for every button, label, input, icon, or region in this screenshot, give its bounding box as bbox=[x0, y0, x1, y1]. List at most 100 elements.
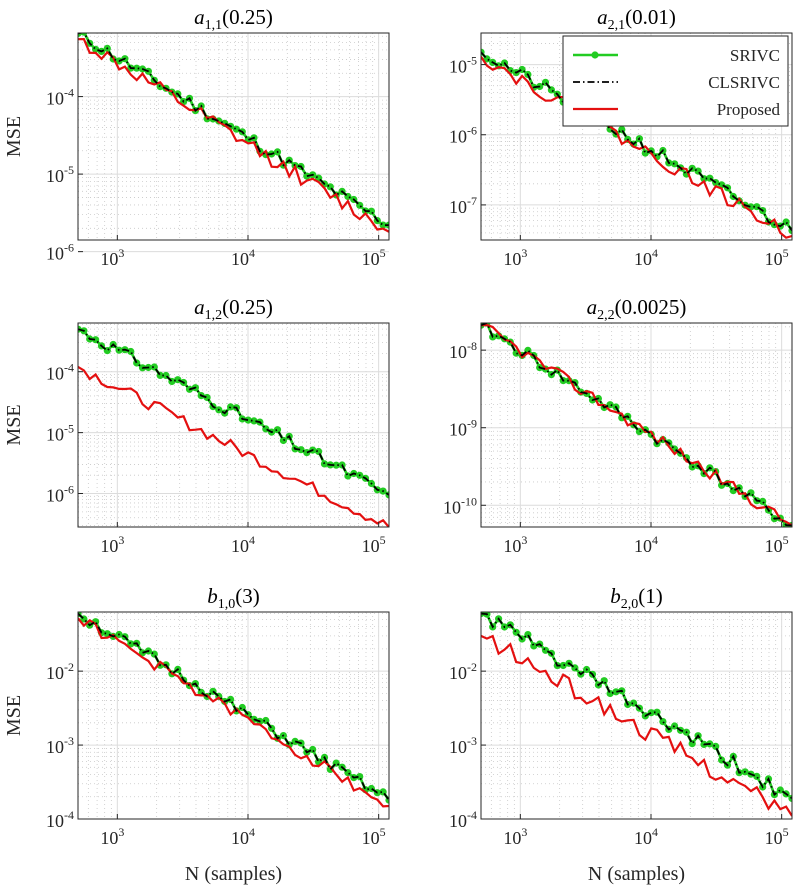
x-axis-label: N (samples) bbox=[185, 863, 282, 885]
series-srivc-marker bbox=[244, 416, 252, 424]
chart-title: a1,2(0.25) bbox=[194, 295, 273, 323]
y-tick-label: 10-9 bbox=[449, 417, 477, 440]
y-tick-label: 10-5 bbox=[449, 54, 477, 77]
series-srivc-marker bbox=[80, 33, 88, 36]
series-srivc-marker bbox=[559, 661, 567, 670]
y-tick-label: 10-3 bbox=[449, 734, 477, 757]
series-srivc-marker bbox=[612, 688, 620, 696]
axes-box bbox=[77, 611, 390, 820]
series-clsrivc-line bbox=[481, 612, 792, 800]
x-tick-label: 105 bbox=[765, 533, 789, 556]
series-srivc-marker bbox=[320, 460, 329, 468]
x-tick-label: 104 bbox=[231, 246, 255, 269]
y-tick-label: 10-4 bbox=[46, 86, 74, 109]
y-axis-label: MSE bbox=[3, 695, 25, 736]
x-tick-label: 104 bbox=[634, 246, 658, 269]
chart-panel-4: 103 104 105 10-10 10-9 10-8 a2,2(0.0025) bbox=[443, 295, 793, 556]
x-tick-label: 103 bbox=[100, 825, 124, 848]
x-tick-label: 103 bbox=[503, 246, 527, 269]
y-tick-label: 10-10 bbox=[443, 494, 477, 517]
series-proposed-line bbox=[78, 37, 389, 233]
series-srivc-marker bbox=[635, 428, 644, 436]
y-tick-label: 10-6 bbox=[46, 483, 74, 506]
y-tick-label: 10-4 bbox=[46, 808, 74, 831]
legend-label-proposed: Proposed bbox=[717, 100, 781, 119]
x-tick-label: 104 bbox=[231, 825, 255, 848]
x-tick-label: 105 bbox=[362, 533, 386, 556]
series-srivc-marker bbox=[530, 642, 538, 650]
series-srivc-marker bbox=[227, 695, 235, 704]
series-srivc-marker bbox=[712, 742, 720, 751]
chart-panel-2: 103 104 105 10-7 10-6 10-5 a2,1(0.01) SRIVC CLSR… bbox=[449, 5, 793, 269]
x-tick-label: 104 bbox=[634, 825, 658, 848]
x-axis-label: N (samples) bbox=[588, 863, 685, 885]
series-srivc-marker bbox=[127, 640, 135, 648]
axes-box bbox=[77, 32, 390, 241]
series-srivc-marker bbox=[518, 65, 526, 74]
series-clsrivc-line bbox=[78, 33, 389, 226]
series-srivc-marker bbox=[303, 172, 311, 180]
y-tick-label: 10-8 bbox=[449, 339, 477, 362]
plot-area bbox=[481, 612, 792, 819]
y-tick-label: 10-5 bbox=[46, 163, 74, 186]
y-tick-label: 10-3 bbox=[46, 734, 74, 757]
series-srivc-marker bbox=[356, 773, 364, 781]
x-tick-label: 105 bbox=[765, 246, 789, 269]
series-srivc-marker bbox=[273, 426, 282, 434]
series-srivc-marker bbox=[303, 449, 311, 457]
x-tick-label: 105 bbox=[765, 825, 789, 848]
y-tick-label: 10-2 bbox=[46, 660, 74, 683]
series-srivc-marker bbox=[227, 403, 235, 411]
y-axis-label: MSE bbox=[3, 116, 25, 157]
y-tick-label: 10-6 bbox=[449, 124, 477, 147]
series-srivc-marker bbox=[138, 649, 147, 657]
y-tick-label: 10-7 bbox=[449, 194, 477, 217]
axes-box bbox=[480, 32, 793, 241]
x-tick-label: 104 bbox=[634, 533, 658, 556]
series-srivc-marker bbox=[232, 125, 240, 133]
series-clsrivc-line bbox=[481, 323, 792, 527]
series-srivc-marker bbox=[671, 722, 679, 730]
series-srivc-marker bbox=[150, 650, 158, 658]
series-proposed-line bbox=[481, 55, 792, 239]
series-clsrivc-line bbox=[78, 328, 389, 496]
x-tick-label: 103 bbox=[503, 533, 527, 556]
y-tick-label: 10-2 bbox=[449, 660, 477, 683]
series-srivc-marker bbox=[688, 463, 696, 471]
series-proposed-line bbox=[78, 617, 389, 808]
x-tick-label: 103 bbox=[100, 533, 124, 556]
legend-label-srivc: SRIVC bbox=[730, 46, 780, 65]
y-tick-label: 10-4 bbox=[449, 808, 477, 831]
series-srivc-marker bbox=[133, 64, 141, 72]
series-clsrivc-line bbox=[78, 612, 389, 801]
chart-panel-3: 103 104 105 10-6 10-5 10-4 a1,2(0.25) MSE bbox=[3, 295, 390, 556]
series-srivc-marker bbox=[315, 447, 323, 456]
series-srivc-marker bbox=[759, 497, 767, 505]
series-srivc-marker bbox=[641, 149, 649, 157]
axes-box bbox=[77, 322, 390, 528]
series-srivc-marker bbox=[309, 745, 317, 754]
chart-title: a1,1(0.25) bbox=[194, 5, 273, 33]
x-tick-label: 105 bbox=[362, 246, 386, 269]
series-proposed-line bbox=[78, 365, 389, 527]
legend: SRIVC CLSRIVC Proposed bbox=[562, 35, 789, 127]
axes-box bbox=[480, 611, 793, 820]
y-tick-label: 10-6 bbox=[46, 241, 74, 264]
chart-title: b2,0(1) bbox=[610, 584, 663, 612]
y-tick-label: 10-4 bbox=[46, 361, 74, 384]
x-tick-label: 103 bbox=[503, 825, 527, 848]
x-tick-label: 104 bbox=[231, 533, 255, 556]
series-srivc-marker bbox=[776, 786, 784, 794]
y-axis-label: MSE bbox=[3, 404, 25, 445]
series-srivc-marker bbox=[671, 160, 679, 168]
chart-title: b1,0(3) bbox=[207, 584, 260, 612]
legend-label-clsrivc: CLSRIVC bbox=[708, 73, 780, 92]
series-proposed-line bbox=[481, 634, 792, 817]
series-srivc-marker bbox=[688, 740, 696, 748]
series-srivc-marker bbox=[291, 737, 299, 746]
chart-panel-1: 103 104 105 10-6 10-5 10-4 a1,1(0.25) MSE bbox=[3, 5, 390, 269]
x-tick-label: 103 bbox=[100, 246, 124, 269]
series-srivc-marker bbox=[753, 772, 761, 781]
series-srivc-marker bbox=[279, 436, 287, 445]
